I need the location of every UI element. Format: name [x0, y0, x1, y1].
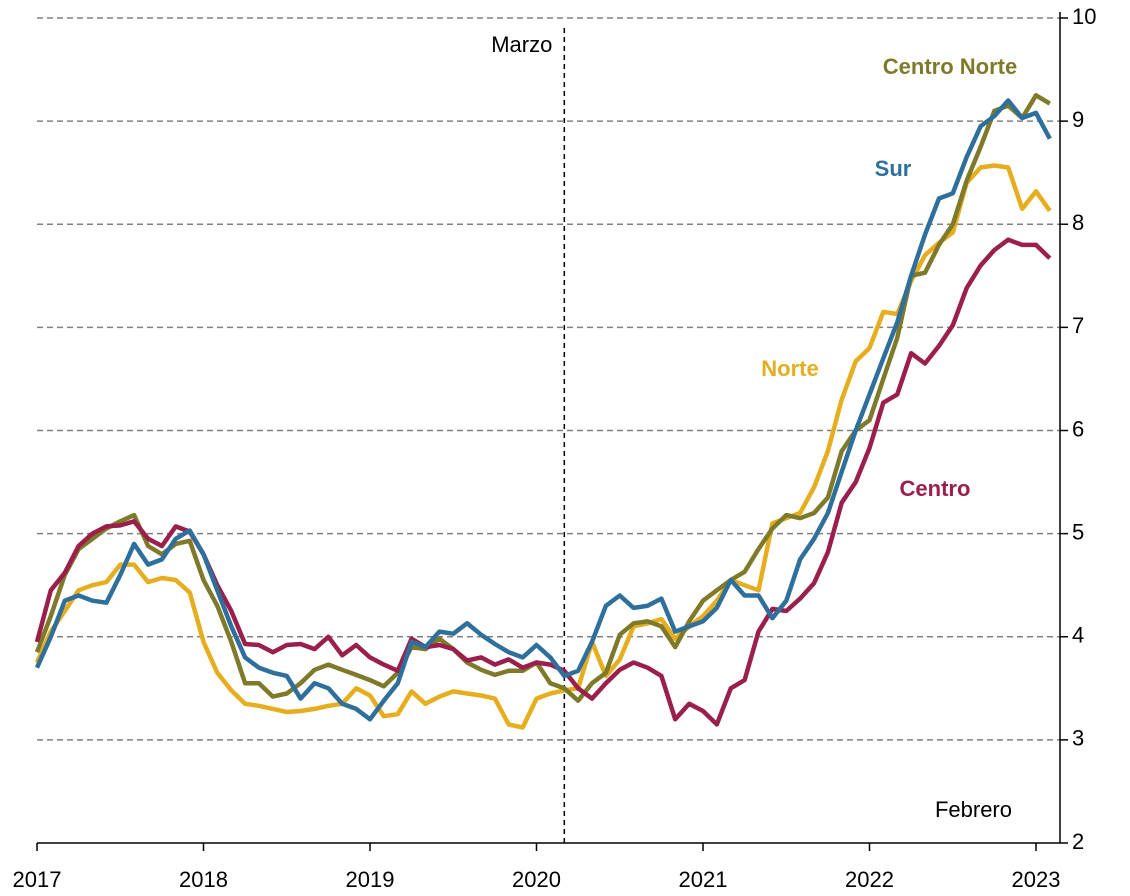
x-tick-label: 2023	[1012, 867, 1061, 892]
y-tick-label: 5	[1072, 519, 1084, 544]
series-label: Norte	[761, 356, 818, 381]
y-tick-label: 8	[1072, 210, 1084, 235]
annotation: Febrero	[935, 797, 1012, 822]
x-tick-label: 2021	[679, 867, 728, 892]
x-tick-label: 2020	[512, 867, 561, 892]
y-tick-label: 7	[1072, 313, 1084, 338]
series-label: Centro	[900, 476, 971, 501]
y-tick-label: 3	[1072, 726, 1084, 751]
x-tick-label: 2018	[179, 867, 228, 892]
series-line	[34, 163, 1052, 730]
y-tick-label: 2	[1072, 829, 1084, 854]
y-tick-label: 10	[1072, 4, 1096, 29]
y-tick-label: 4	[1072, 623, 1084, 648]
series-line	[34, 98, 1052, 722]
y-tick-label: 6	[1072, 416, 1084, 441]
annotation: Marzo	[491, 32, 552, 57]
y-tick-label: 9	[1072, 107, 1084, 132]
x-tick-label: 2017	[13, 867, 62, 892]
series-line	[34, 93, 1051, 703]
x-tick-label: 2022	[845, 867, 894, 892]
x-tick-label: 2019	[346, 867, 395, 892]
series-label: Centro Norte	[883, 54, 1017, 79]
series-label: Sur	[875, 156, 912, 181]
